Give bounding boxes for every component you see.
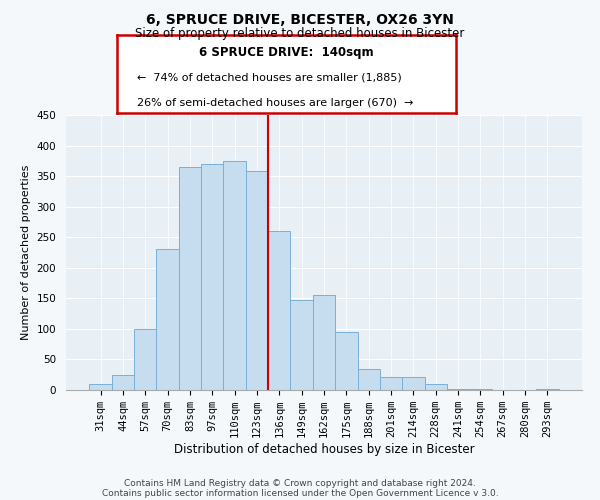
Bar [536, 389, 559, 390]
Bar [358, 368, 380, 390]
Bar [223, 161, 246, 390]
Bar [313, 296, 335, 390]
Text: Size of property relative to detached houses in Bicester: Size of property relative to detached ho… [136, 28, 464, 40]
Bar [157, 250, 179, 390]
Text: Contains HM Land Registry data © Crown copyright and database right 2024.: Contains HM Land Registry data © Crown c… [124, 478, 476, 488]
Bar [268, 231, 290, 390]
Y-axis label: Number of detached properties: Number of detached properties [21, 165, 31, 340]
Bar [290, 300, 313, 390]
Bar [402, 376, 425, 390]
Text: 6 SPRUCE DRIVE:  140sqm: 6 SPRUCE DRIVE: 140sqm [199, 46, 374, 59]
Bar [201, 164, 223, 390]
Bar [89, 384, 112, 390]
Text: 26% of semi-detached houses are larger (670)  →: 26% of semi-detached houses are larger (… [137, 98, 414, 108]
Bar [112, 374, 134, 390]
Bar [335, 332, 358, 390]
Bar [447, 389, 469, 390]
Text: Contains public sector information licensed under the Open Government Licence v : Contains public sector information licen… [101, 488, 499, 498]
Bar [179, 167, 201, 390]
Bar [425, 384, 447, 390]
Bar [380, 376, 402, 390]
X-axis label: Distribution of detached houses by size in Bicester: Distribution of detached houses by size … [173, 443, 475, 456]
Bar [134, 329, 157, 390]
Text: ←  74% of detached houses are smaller (1,885): ← 74% of detached houses are smaller (1,… [137, 72, 402, 83]
Bar [246, 171, 268, 390]
Text: 6, SPRUCE DRIVE, BICESTER, OX26 3YN: 6, SPRUCE DRIVE, BICESTER, OX26 3YN [146, 12, 454, 26]
